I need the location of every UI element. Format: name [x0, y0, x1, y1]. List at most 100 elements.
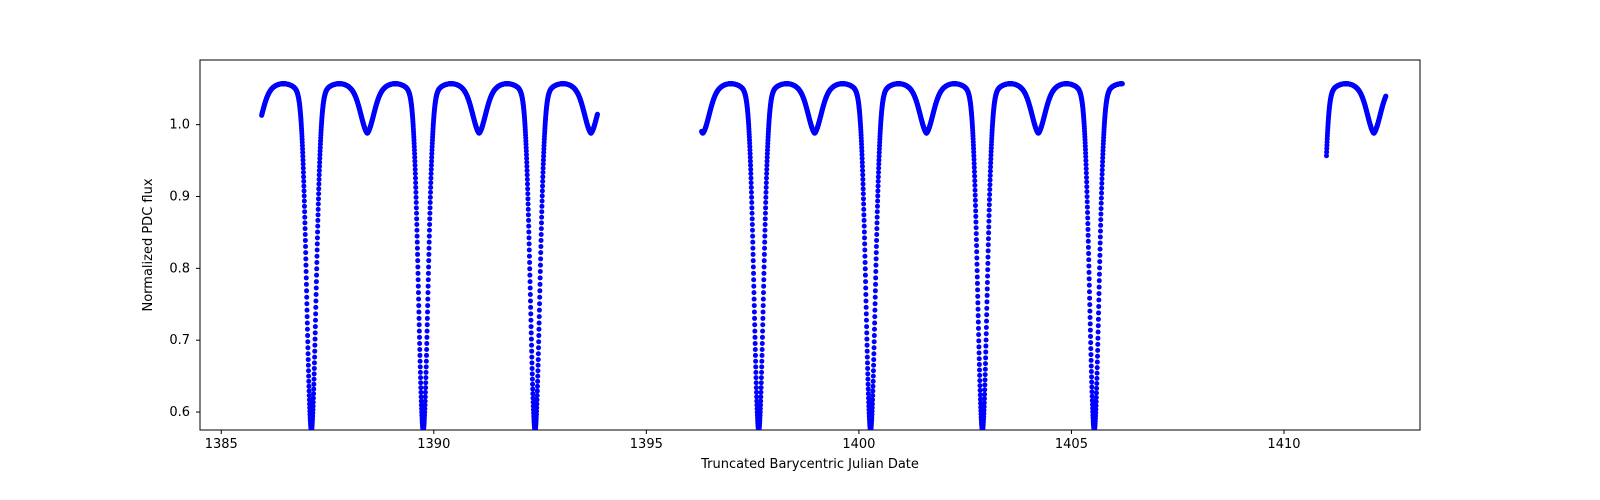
data-point	[1086, 239, 1091, 244]
data-point	[863, 266, 868, 271]
data-point	[416, 310, 421, 315]
data-point	[1088, 340, 1093, 345]
data-point	[1097, 272, 1102, 277]
data-point	[977, 373, 982, 378]
data-point	[1095, 336, 1100, 341]
data-point	[864, 318, 869, 323]
data-point	[753, 347, 758, 352]
data-point	[866, 391, 871, 396]
data-point	[974, 237, 979, 242]
data-point	[874, 244, 879, 249]
data-point	[873, 295, 878, 300]
data-point	[1084, 175, 1089, 180]
data-point	[864, 298, 869, 303]
data-point	[760, 347, 765, 352]
data-point	[417, 347, 422, 352]
data-point	[1087, 302, 1092, 307]
data-point	[987, 182, 992, 187]
data-point	[529, 349, 534, 354]
data-point	[862, 254, 867, 259]
data-point	[416, 290, 421, 295]
data-point	[312, 343, 317, 348]
data-point	[312, 355, 317, 360]
data-point	[427, 228, 432, 233]
data-point	[428, 190, 433, 195]
data-point	[1099, 206, 1104, 211]
data-point	[527, 273, 532, 278]
data-point	[428, 195, 433, 200]
x-tick-label: 1390	[417, 437, 450, 452]
data-point	[751, 258, 756, 263]
data-point	[314, 292, 319, 297]
data-point	[986, 230, 991, 235]
data-point	[1086, 245, 1091, 250]
data-point	[870, 397, 875, 402]
data-point	[750, 211, 755, 216]
data-point	[976, 344, 981, 349]
data-point	[982, 392, 987, 397]
y-tick-label: 0.8	[169, 261, 190, 276]
data-point	[764, 180, 769, 185]
data-point	[987, 202, 992, 207]
x-tick-label: 1400	[842, 437, 875, 452]
data-point	[762, 240, 767, 245]
data-point	[424, 370, 429, 375]
data-point	[535, 379, 540, 384]
data-point	[306, 368, 311, 373]
data-point	[303, 244, 308, 249]
data-point	[872, 314, 877, 319]
data-point	[1096, 323, 1101, 328]
data-point	[865, 349, 870, 354]
data-point	[749, 200, 754, 205]
data-point	[973, 203, 978, 208]
data-point	[973, 208, 978, 213]
data-point	[872, 339, 877, 344]
data-point	[417, 353, 422, 358]
data-point	[762, 258, 767, 263]
data-point	[424, 353, 429, 358]
data-point	[759, 375, 764, 380]
data-point	[539, 232, 544, 237]
data-point	[986, 236, 991, 241]
data-point	[418, 359, 423, 364]
data-point	[862, 241, 867, 246]
data-point	[750, 234, 755, 239]
data-point	[426, 252, 431, 257]
data-point	[862, 218, 867, 223]
data-point	[418, 370, 423, 375]
data-point	[973, 188, 978, 193]
data-point	[413, 180, 418, 185]
data-point	[974, 255, 979, 260]
data-point	[538, 275, 543, 280]
data-point	[423, 380, 428, 385]
data-point	[753, 341, 758, 346]
data-point	[984, 306, 989, 311]
data-point	[984, 312, 989, 317]
data-point	[413, 176, 418, 181]
data-point	[540, 179, 545, 184]
data-point	[305, 308, 310, 313]
data-point	[1089, 384, 1094, 389]
data-point	[1096, 298, 1101, 303]
data-point	[752, 310, 757, 315]
data-point	[1098, 229, 1103, 234]
data-point	[761, 290, 766, 295]
data-point	[986, 224, 991, 229]
data-point	[1088, 315, 1093, 320]
data-point	[1095, 360, 1100, 365]
data-point	[865, 377, 870, 382]
data-point	[753, 335, 758, 340]
data-point	[874, 238, 879, 243]
data-point	[752, 316, 757, 321]
data-point	[761, 284, 766, 289]
data-point	[529, 337, 534, 342]
data-point	[982, 387, 987, 392]
data-point	[874, 232, 879, 237]
data-point	[414, 216, 419, 221]
data-point	[311, 387, 316, 392]
x-tick-label: 1410	[1267, 437, 1300, 452]
data-point	[303, 250, 308, 255]
data-point	[1086, 251, 1091, 256]
data-point	[537, 308, 542, 313]
data-point	[528, 305, 533, 310]
